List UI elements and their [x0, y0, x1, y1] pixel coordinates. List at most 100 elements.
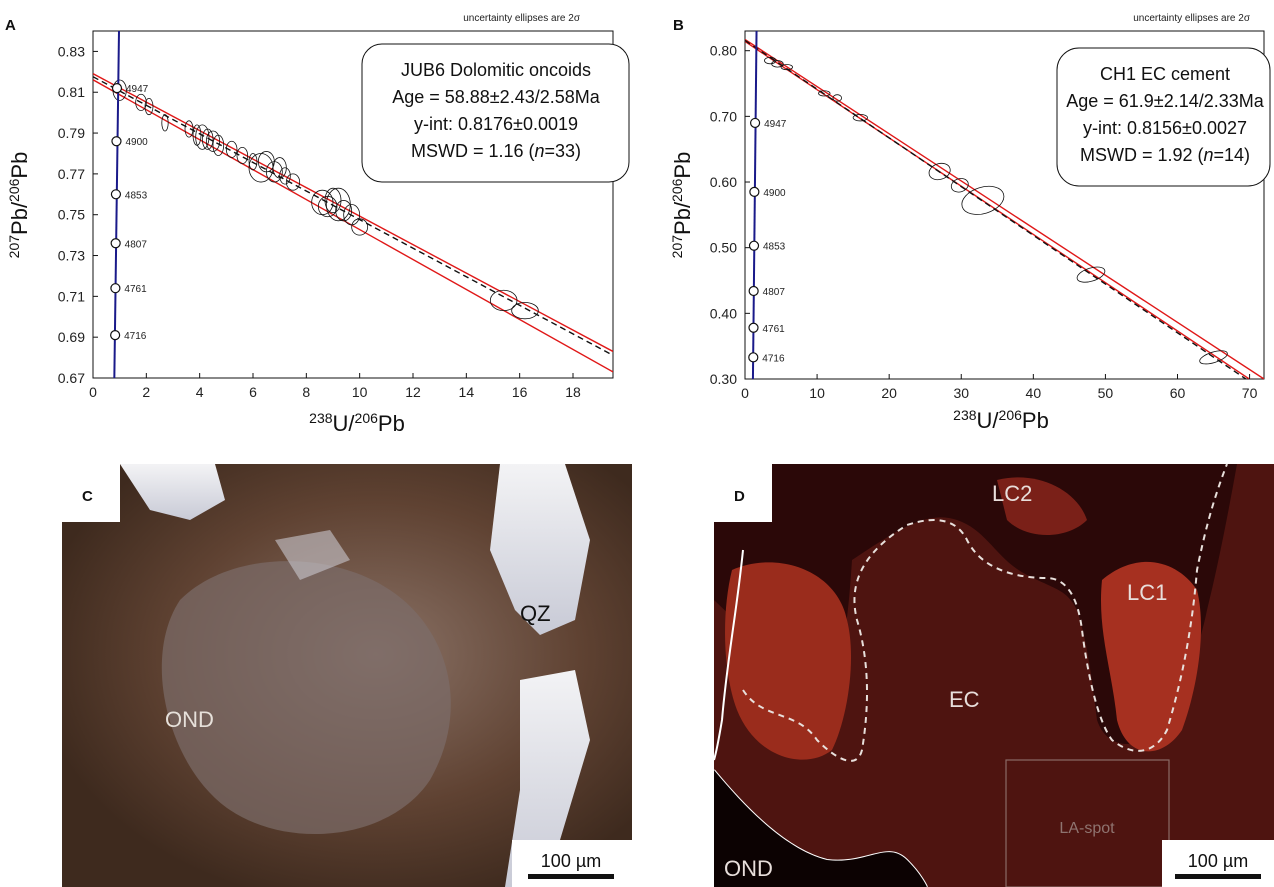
panel-a-data-ellipse — [201, 128, 214, 150]
panel-a-plot-frame — [92, 30, 614, 379]
panel-a-data-ellipse — [161, 114, 169, 132]
panel-a-x-tick-label: 6 — [249, 384, 257, 400]
panel-a-data-ellipse — [144, 97, 154, 116]
panel-a-concordia-marker — [110, 238, 121, 249]
panel-c-label-box — [62, 464, 120, 522]
panel-a-data-ellipse — [184, 120, 194, 138]
panel-a-chart: A uncertainty ellipses are 2σ 4947490048… — [5, 13, 630, 436]
panel-d-lc-top — [997, 477, 1087, 535]
panel-b-y-tick-label: 0.30 — [710, 371, 737, 387]
panel-b-data-ellipse — [771, 60, 784, 68]
panel-b-x-tick-label: 60 — [1170, 385, 1186, 401]
panel-a-info-yint: y-int: 0.8176±0.0019 — [414, 114, 578, 134]
panel-a-data-ellipse — [511, 302, 539, 320]
panel-b-x-tick-label: 40 — [1026, 385, 1042, 401]
panel-a-x-tick-label: 0 — [89, 384, 97, 400]
panel-b-x-tick-label: 50 — [1098, 385, 1114, 401]
panel-b-x-tick-label: 20 — [881, 385, 897, 401]
panel-d-lc-left — [725, 562, 852, 760]
panel-b-concordia-marker — [748, 352, 759, 363]
panel-d-lc1-zone — [1100, 561, 1202, 752]
panel-c-vein — [275, 530, 350, 580]
panel-b-x-axis-title: 238U/206Pb — [953, 407, 1049, 433]
panel-d-label-box — [714, 464, 772, 522]
panel-a-info-mswd: MSWD = 1.16 (n=33) — [411, 141, 581, 161]
panel-a-data-ellipse — [225, 140, 238, 158]
panel-b-concordia-age-label: 4761 — [763, 324, 786, 335]
panel-d-la-spot-label: LA-spot — [1059, 820, 1115, 837]
panel-b-info-title: CH1 EC cement — [1100, 64, 1230, 84]
panel-a-x-tick-label: 16 — [512, 384, 528, 400]
panel-a-data-ellipse — [335, 200, 353, 222]
panel-a-y-tick-label: 0.69 — [58, 329, 85, 345]
panel-a-x-tick-label: 18 — [565, 384, 581, 400]
panel-b-info-mswd: MSWD = 1.92 (n=14) — [1080, 145, 1250, 165]
panel-b-y-axis-title: 207Pb/206Pb — [669, 152, 695, 259]
panel-a-regression-line — [93, 76, 613, 356]
panel-a-info-age: Age = 58.88±2.43/2.58Ma — [392, 87, 601, 107]
panel-a-concordia-marker — [111, 136, 122, 147]
panel-b-info-box — [1056, 47, 1271, 187]
panel-a-x-tick-label: 4 — [196, 384, 204, 400]
panel-d-ond-zone — [714, 770, 927, 887]
panel-a-label: A — [5, 17, 16, 34]
panel-a-y-tick-label: 0.83 — [58, 43, 85, 59]
panel-a-x-tick-label: 8 — [302, 384, 310, 400]
panel-a-x-tick-label: 10 — [352, 384, 368, 400]
panel-b-concordia-marker — [748, 322, 759, 333]
panel-c-quartz-grain — [490, 464, 590, 635]
panel-b-plot-frame — [744, 30, 1265, 380]
panel-b-y-tick-label: 0.50 — [710, 240, 737, 256]
panel-a-concordia-marker — [110, 189, 122, 200]
panel-b-data-ellipse — [950, 178, 969, 193]
panel-d-scale-text: 100 µm — [1188, 851, 1248, 871]
panel-b-data-ellipse — [818, 90, 831, 97]
panel-d-label: D — [734, 488, 745, 505]
panel-a-x-tick-label: 14 — [459, 384, 475, 400]
panel-c-quartz-vein — [505, 670, 590, 887]
panel-a-y-tick-label: 0.67 — [58, 370, 85, 386]
panel-a-concordia-marker — [111, 83, 123, 94]
panel-a-data-ellipse — [205, 130, 221, 152]
panel-b-data-ellipse — [1199, 350, 1228, 365]
panel-b-label: B — [673, 17, 684, 34]
panel-a-y-tick-label: 0.77 — [58, 166, 85, 182]
panel-d-ond-label: OND — [724, 856, 773, 881]
panel-b-concordia-curve — [751, 31, 758, 379]
panel-b-y-tick-label: 0.80 — [710, 43, 737, 59]
panel-b-info-age: Age = 61.9±2.14/2.33Ma — [1066, 91, 1265, 111]
panel-b-chart: B uncertainty ellipses are 2σ 4947 4900 48… — [669, 13, 1271, 433]
panel-a-data-ellipse — [135, 93, 147, 112]
panel-b-data-ellipse — [928, 162, 951, 181]
panel-d-ec-zone — [714, 464, 1274, 887]
panel-b-concordia-age-label: 4853 — [763, 242, 786, 253]
panel-b-data-ellipse — [1076, 266, 1106, 283]
panel-d-lc1-label: LC1 — [1127, 580, 1167, 605]
panel-a-concordia-age-label: 4807 — [125, 239, 148, 250]
panel-d-scale-bar — [1175, 874, 1261, 879]
panel-c-scale-box — [512, 840, 632, 887]
panel-b-regression-line — [745, 39, 1248, 379]
panel-a-x-axis-title: 238U/206Pb — [309, 410, 405, 436]
panel-b-concordia-marker — [749, 117, 761, 129]
panel-b-info-yint: y-int: 0.8156±0.0027 — [1083, 118, 1247, 138]
panel-a-data-ellipse — [279, 167, 291, 185]
panel-a-x-tick-label: 12 — [405, 384, 421, 400]
panel-a-concordia-marker — [110, 330, 121, 341]
panel-a-y-tick-label: 0.71 — [58, 288, 85, 304]
panel-a-uncertainty-note: uncertainty ellipses are 2σ — [463, 13, 581, 24]
panel-b-envelope-upper — [745, 38, 1264, 379]
panel-a-concordia-curve — [113, 31, 120, 378]
panel-b-concordia-age-label: 4900 — [763, 188, 786, 199]
panel-b-data-ellipse — [780, 64, 793, 71]
panel-b-data-ellipse — [832, 94, 842, 102]
panel-b-data-ellipse — [961, 185, 1005, 215]
panel-b-y-tick-label: 0.60 — [710, 174, 737, 190]
panel-d-ec-label: EC — [949, 687, 980, 712]
panel-b-x-tick-label: 10 — [809, 385, 825, 401]
panel-c-oncoid-texture — [161, 561, 451, 834]
panel-b-x-tick-label: 30 — [953, 385, 969, 401]
panel-a-concordia-age-label: 4900 — [125, 137, 148, 148]
panel-b-concordia-marker — [748, 285, 759, 297]
panel-a-envelope-lower — [93, 79, 613, 373]
